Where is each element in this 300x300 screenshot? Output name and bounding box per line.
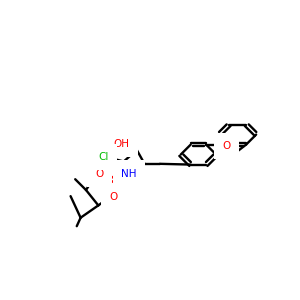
Text: O: O [222,141,230,151]
Text: O: O [110,192,118,202]
Text: O: O [95,169,103,179]
Text: Cl: Cl [98,152,109,162]
Text: OH: OH [113,139,129,149]
Text: NH: NH [122,169,137,179]
